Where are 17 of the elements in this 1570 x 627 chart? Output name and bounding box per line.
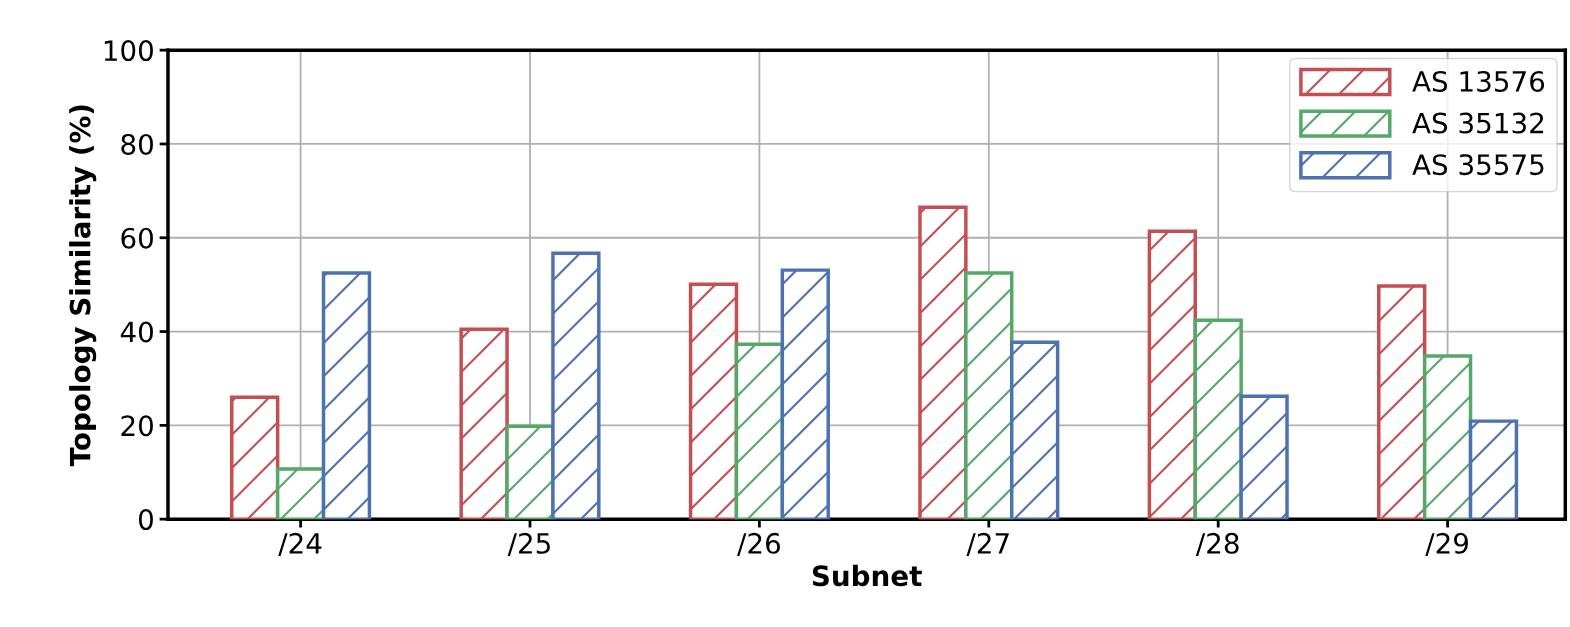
x-tick-label: /24	[278, 532, 322, 557]
x-tick-label: /25	[507, 532, 550, 557]
x-tick-label: /29	[1425, 532, 1469, 557]
legend-label: AS 13576	[1412, 70, 1545, 92]
y-tick-label: 100	[104, 40, 153, 62]
y-tick-label: 40	[120, 321, 153, 343]
y-tick-label: 60	[121, 227, 153, 249]
x-tick-label: /28	[1195, 532, 1239, 557]
x-tick-label: /26	[737, 532, 780, 557]
legend-label: AS 35132	[1412, 112, 1544, 134]
y-tick-label: 20	[121, 415, 153, 437]
y-tick-label: 80	[121, 133, 153, 155]
y-axis-title: Topology Similarity (%)	[69, 105, 97, 467]
legend-label: AS 35575	[1412, 154, 1544, 176]
y-tick-label: 0	[138, 509, 153, 531]
x-tick-label: /27	[966, 532, 1009, 557]
x-axis-title: Subnet	[812, 564, 922, 587]
